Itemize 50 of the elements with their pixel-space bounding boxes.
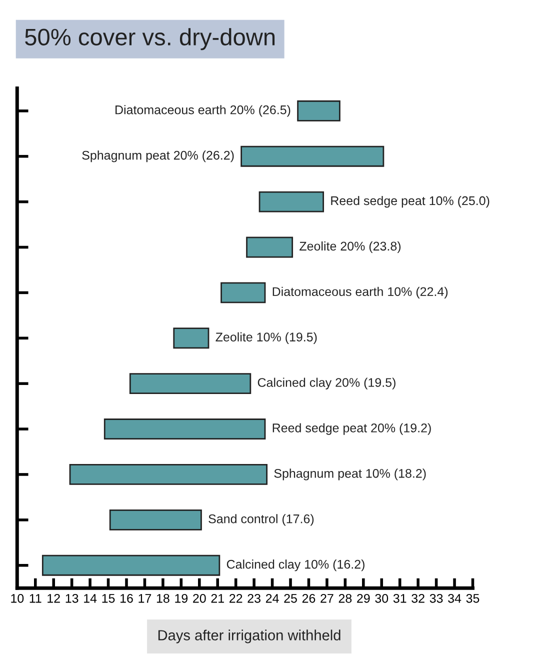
x-tick-label: 31 xyxy=(393,594,406,603)
bar xyxy=(258,191,324,212)
bar xyxy=(104,418,266,440)
y-tick-label: Diatomaceous earth 10% (22.4) xyxy=(272,286,448,299)
y-tick-label: Zeolite 10% (19.5) xyxy=(216,332,317,344)
x-axis-title: Days after irrigation withheld xyxy=(158,630,340,644)
x-tick-label: 22 xyxy=(230,594,242,603)
x-tick-label: 12 xyxy=(48,594,60,603)
x-tick-label: 17 xyxy=(138,594,152,603)
y-tick-label: Calcined clay 10% (16.2) xyxy=(226,560,364,572)
y-tick-label: Sphagnum peat 20% (26.2) xyxy=(82,150,234,162)
x-tick-label: 16 xyxy=(120,594,133,603)
x-tick-label: 25 xyxy=(284,594,297,603)
x-tick-label: 28 xyxy=(338,594,352,603)
bar xyxy=(129,373,252,394)
y-tick-label: Reed sedge peat 10% (25.0) xyxy=(331,196,490,208)
x-tick-label: 20 xyxy=(193,594,206,603)
x-tick-label: 11 xyxy=(30,594,42,603)
x-tick-label: 33 xyxy=(430,594,443,603)
y-tick-label: Calcined clay 20% (19.5) xyxy=(258,378,396,390)
x-tick-label: 19 xyxy=(175,594,188,603)
x-tick-label: 32 xyxy=(412,594,424,603)
bar xyxy=(69,464,268,485)
x-tick-label: 30 xyxy=(375,594,388,603)
bar xyxy=(240,146,384,167)
x-tick-label: 35 xyxy=(466,594,480,603)
x-tick-label: 18 xyxy=(156,594,170,603)
y-tick-label: Zeolite 20% (23.8) xyxy=(300,241,401,254)
y-tick-label: Sand control (17.6) xyxy=(208,514,314,526)
x-tick-label: 21 xyxy=(211,594,224,603)
y-tick-label: Sphagnum peat 10% (18.2) xyxy=(274,468,426,480)
x-tick-label: 10 xyxy=(11,594,24,603)
chart-title: 50% cover vs. dry-down xyxy=(25,28,275,50)
bar xyxy=(297,100,340,122)
x-tick-label: 34 xyxy=(448,594,462,603)
bar xyxy=(42,554,220,576)
x-tick-label: 24 xyxy=(266,594,279,603)
x-tick-label: 29 xyxy=(357,594,370,603)
bar xyxy=(246,236,294,258)
y-tick-label: Diatomaceous earth 20% (26.5) xyxy=(116,105,290,117)
x-tick-label: 27 xyxy=(320,594,334,603)
x-tick-label: 26 xyxy=(302,594,316,603)
x-tick-label: 14 xyxy=(84,594,97,603)
x-tick-label: 15 xyxy=(102,594,115,603)
bar xyxy=(109,509,202,530)
bar xyxy=(220,282,266,304)
y-tick-label: Reed sedge peat 20% (19.2) xyxy=(272,423,431,435)
x-tick-label: 13 xyxy=(66,594,78,603)
x-tick-label: 23 xyxy=(248,594,260,603)
bar xyxy=(173,328,210,349)
